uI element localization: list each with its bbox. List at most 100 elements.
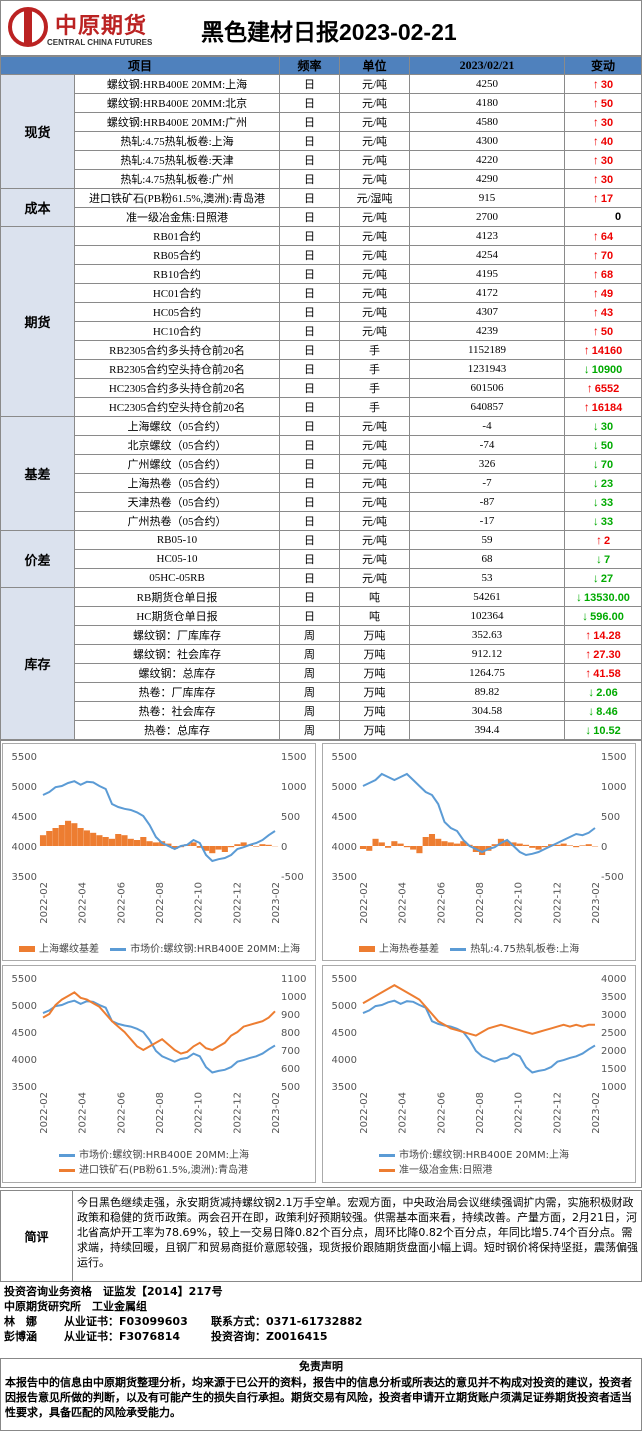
- y-left-tick-label: 5500: [332, 974, 357, 985]
- x-tick-label: 2022-02: [39, 882, 50, 924]
- frequency-cell: 日: [279, 131, 340, 151]
- item-cell: 广州热卷（05合约）: [74, 511, 280, 531]
- arrow-down-icon: ↓: [592, 495, 599, 509]
- arrow-up-icon: ↑: [585, 647, 592, 661]
- arrow-up-icon: ↑: [592, 115, 599, 129]
- area-bar: [253, 846, 260, 847]
- area-bar: [391, 841, 398, 846]
- analyst-1-cert: F03099603: [119, 1315, 188, 1328]
- area-bar: [541, 846, 548, 848]
- change-value: 43: [600, 307, 614, 319]
- change-value: 49: [600, 288, 614, 300]
- change-cell: ↓ 10900: [564, 359, 642, 379]
- chart-svg: 5500 5000 4500 4000 3500 1100 1000 900 800 700 600…: [12, 974, 307, 1134]
- series-line: [42, 991, 276, 1055]
- area-bar: [454, 843, 461, 846]
- unit-cell: 元/吨: [339, 74, 410, 94]
- comment-text: 今日黑色继续走强，永安期货减持螺纹钢2.1万手空单。宏观方面，中央政治局会议继续…: [77, 1196, 638, 1269]
- x-tick-label: 2022-10: [194, 882, 205, 924]
- table-row: 期货 RB01合约日元/吨 4123 ↑ 64: [0, 226, 642, 417]
- legend-label: 市场价:螺纹钢:HRB400E 20MM:上海: [79, 1150, 249, 1161]
- frequency-cell: 日: [279, 549, 340, 569]
- chart1-legend: 上海螺纹基差 市场价:螺纹钢:HRB400E 20MM:上海: [19, 940, 300, 955]
- brief-comment: 简评 今日黑色继续走强，永安期货减持螺纹钢2.1万手空单。宏观方面，中央政治局会…: [0, 1190, 642, 1282]
- arrow-up-icon: ↑: [592, 229, 599, 243]
- change-value: 17: [600, 193, 614, 205]
- table-row: 热卷：社会库存周万吨 304.58 ↓ 8.46: [1, 701, 642, 721]
- y-left-tick-label: 4500: [12, 1028, 37, 1039]
- x-tick-label: 2022-10: [194, 1092, 205, 1134]
- frequency-cell: 日: [279, 321, 340, 341]
- x-tick-label: 2022-08: [155, 882, 166, 924]
- series-line: [42, 780, 276, 863]
- change-value: 50: [600, 98, 614, 110]
- arrow-down-icon: ↓: [592, 438, 599, 452]
- area-bar: [441, 841, 448, 846]
- unit-cell: 元/湿吨: [339, 188, 410, 208]
- arrow-up-icon: ↑: [592, 172, 599, 186]
- y-left-tick-label: 4000: [332, 842, 357, 853]
- unit-cell: 吨: [339, 587, 410, 607]
- legend-label: 热轧:4.75热轧板卷:上海: [470, 944, 580, 955]
- item-cell: 螺纹钢：总库存: [74, 663, 280, 683]
- report-header: 中原期货 CENTRAL CHINA FUTURES 黑色建材日报2023-02…: [0, 0, 642, 56]
- value-cell: 4172: [409, 283, 565, 303]
- frequency-cell: 日: [279, 473, 340, 493]
- arrow-down-icon: ↓: [592, 571, 599, 585]
- area-bar: [535, 846, 542, 850]
- table-row: RB2305合约多头持仓前20名日手 1152189 ↑ 14160: [1, 340, 642, 360]
- change-cell: ↓ 8.46: [564, 701, 642, 721]
- y-right-tick-label: 4000: [601, 974, 626, 985]
- arrow-up-icon: ↑: [592, 134, 599, 148]
- value-cell: 4180: [409, 93, 565, 113]
- area-bar: [366, 846, 373, 851]
- value-cell: -17: [409, 511, 565, 531]
- x-tick-label: 2022-06: [116, 1092, 127, 1134]
- change-cell: ↓ 7: [564, 549, 642, 569]
- value-cell: 912.12: [409, 644, 565, 664]
- disclaimer-body: 本报告中的信息由中原期货整理分析，均来源于已公开的资料，报告中的信息分析或所表达…: [5, 1376, 632, 1419]
- value-cell: 4300: [409, 131, 565, 151]
- area-bar: [259, 844, 266, 846]
- logo-title: 中原期货: [55, 13, 148, 39]
- frequency-cell: 日: [279, 492, 340, 512]
- arrow-up-icon: ↑: [592, 153, 599, 167]
- change-cell: ↑ 30: [564, 74, 642, 94]
- area-bar: [573, 846, 580, 848]
- legend-swatch: [359, 946, 375, 952]
- y-right-tick-label: 1500: [281, 752, 306, 763]
- y-right-tick-label: -500: [601, 872, 624, 883]
- change-cell: ↑ 30: [564, 150, 642, 170]
- unit-cell: 元/吨: [339, 93, 410, 113]
- unit-cell: 元/吨: [339, 283, 410, 303]
- area-bar: [65, 820, 72, 846]
- header-frequency: 频率: [279, 56, 340, 75]
- chart-rebar-coke: 5500 5000 4500 4000 3500 4000 3500 3000 2500 2000…: [322, 965, 636, 1183]
- arrow-down-icon: ↓: [595, 552, 602, 566]
- x-tick-label: 2022-12: [552, 882, 563, 924]
- table-row: 螺纹钢：厂库库存周万吨 352.63 ↑ 14.28: [1, 625, 642, 645]
- unit-cell: 万吨: [339, 625, 410, 645]
- item-cell: RB05-10: [74, 530, 280, 550]
- unit-cell: 万吨: [339, 644, 410, 664]
- item-cell: HC2305合约多头持仓前20名: [74, 378, 280, 398]
- category-cell: 价差: [0, 530, 75, 588]
- table-row: 库存 RB期货仓单日报日吨 54261 ↓ 13530.00: [0, 587, 642, 740]
- unit-cell: 元/吨: [339, 131, 410, 151]
- change-cell: ↓ 10.52: [564, 720, 642, 740]
- x-tick-label: 2022-12: [232, 1092, 243, 1134]
- y-left-tick-label: 3500: [12, 1082, 37, 1093]
- data-table: 项目 频率 单位 2023/02/21 变动 现货 螺纹钢:HRB400E 20M…: [0, 56, 642, 740]
- arrow-up-icon: ↑: [592, 305, 599, 319]
- frequency-cell: 日: [279, 226, 340, 246]
- frequency-cell: 日: [279, 245, 340, 265]
- item-cell: 螺纹钢:HRB400E 20MM:北京: [74, 93, 280, 113]
- arrow-down-icon: ↓: [582, 609, 589, 623]
- table-row: 热轧:4.75热轧板卷:天津日元/吨 4220 ↑ 30: [1, 150, 642, 170]
- consult-label: 投资咨询：: [211, 1330, 266, 1343]
- header-unit: 单位: [339, 56, 410, 75]
- area-bar: [566, 845, 573, 846]
- x-tick-label: 2022-02: [39, 1092, 50, 1134]
- unit-cell: 万吨: [339, 720, 410, 740]
- unit-cell: 万吨: [339, 682, 410, 702]
